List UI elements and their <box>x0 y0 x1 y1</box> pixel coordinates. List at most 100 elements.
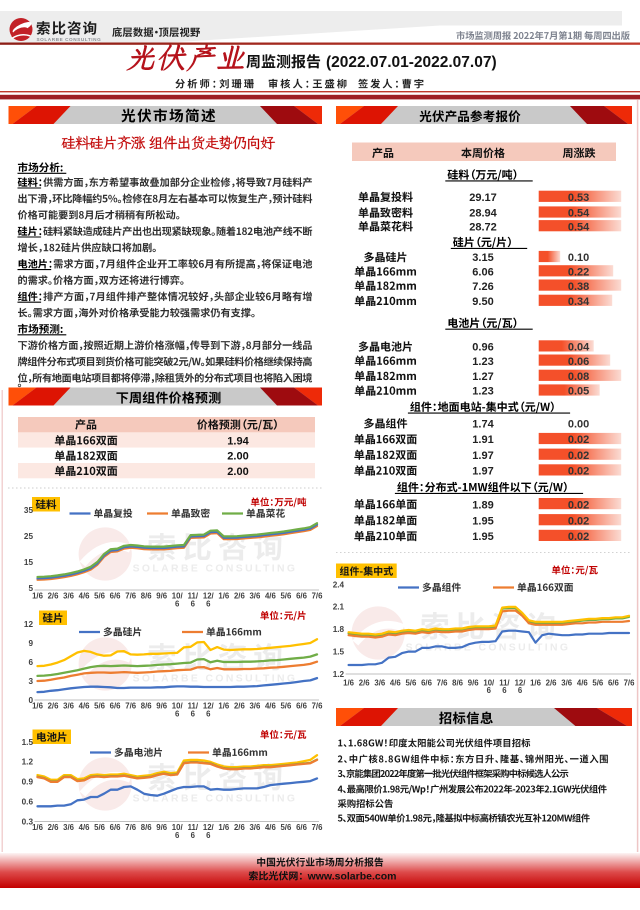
svg-text:9: 9 <box>28 639 33 648</box>
svg-text:0.02: 0.02 <box>568 466 589 478</box>
svg-text:1.2: 1.2 <box>333 670 345 679</box>
svg-text:1/6: 1/6 <box>32 592 44 601</box>
svg-text:4/6: 4/6 <box>390 679 402 688</box>
svg-text:2/6: 2/6 <box>359 679 371 688</box>
svg-text:2/6: 2/6 <box>234 823 246 832</box>
svg-text:35: 35 <box>24 506 34 515</box>
svg-text:11/: 11/ <box>188 702 199 711</box>
svg-text:12/: 12/ <box>515 679 527 688</box>
svg-text:8/6: 8/6 <box>452 679 464 688</box>
svg-text:2/6: 2/6 <box>48 702 60 711</box>
svg-text:8/6: 8/6 <box>141 592 153 601</box>
svg-text:7/6: 7/6 <box>125 823 137 832</box>
svg-text:1.89: 1.89 <box>472 499 493 511</box>
svg-text:6: 6 <box>518 686 523 695</box>
svg-text:10/: 10/ <box>172 592 184 601</box>
svg-text:6/6: 6/6 <box>296 592 308 601</box>
svg-text:1/6: 1/6 <box>32 702 44 711</box>
svg-text:6/6: 6/6 <box>110 702 122 711</box>
svg-text:3: 3 <box>28 677 33 686</box>
svg-text:9/6: 9/6 <box>156 592 168 601</box>
svg-text:12/: 12/ <box>203 702 215 711</box>
svg-text:1.97: 1.97 <box>472 466 493 478</box>
svg-text:7.26: 7.26 <box>472 281 493 293</box>
svg-text:1/6: 1/6 <box>218 592 230 601</box>
svg-text:28.94: 28.94 <box>469 208 497 220</box>
svg-text:0.08: 0.08 <box>568 371 589 383</box>
svg-text:2.4: 2.4 <box>333 580 345 589</box>
svg-text:SOLARBE CONSULTING: SOLARBE CONSULTING <box>133 563 298 574</box>
svg-text:0.22: 0.22 <box>568 267 589 279</box>
svg-text:8/6: 8/6 <box>141 823 153 832</box>
svg-text:2.1: 2.1 <box>333 603 345 612</box>
svg-text:2.00: 2.00 <box>227 466 248 478</box>
svg-text:4/6: 4/6 <box>79 823 91 832</box>
svg-text:4/6: 4/6 <box>265 592 277 601</box>
svg-text:4/6: 4/6 <box>265 702 277 711</box>
svg-text:4/6: 4/6 <box>265 823 277 832</box>
svg-text:7/6: 7/6 <box>312 592 324 601</box>
svg-text:5/6: 5/6 <box>94 823 106 832</box>
svg-text:6: 6 <box>191 600 196 609</box>
svg-text:6: 6 <box>502 686 507 695</box>
svg-text:0.6: 0.6 <box>22 797 34 806</box>
svg-text:SOLARBE CONSULTING: SOLARBE CONSULTING <box>406 642 571 653</box>
svg-text:1.5: 1.5 <box>22 738 34 747</box>
svg-text:12/: 12/ <box>203 592 215 601</box>
svg-text:0.38: 0.38 <box>568 281 589 293</box>
svg-text:6/6: 6/6 <box>110 592 122 601</box>
svg-text:SOLARBE CONSULTING: SOLARBE CONSULTING <box>133 673 298 684</box>
svg-text:1.27: 1.27 <box>472 371 493 383</box>
svg-text:10/: 10/ <box>172 702 184 711</box>
svg-text:0.54: 0.54 <box>568 221 590 233</box>
svg-text:SOLARBE CONSULTING: SOLARBE CONSULTING <box>37 37 102 42</box>
svg-text:5: 5 <box>28 584 33 593</box>
svg-text:0.10: 0.10 <box>568 252 589 264</box>
svg-text:6: 6 <box>28 658 33 667</box>
svg-text:9.50: 9.50 <box>472 296 493 308</box>
svg-text:2/6: 2/6 <box>546 679 558 688</box>
svg-text:1.8: 1.8 <box>333 625 345 634</box>
svg-text:9/6: 9/6 <box>156 823 168 832</box>
svg-text:4/6: 4/6 <box>79 592 91 601</box>
svg-text:0.9: 0.9 <box>22 778 34 787</box>
svg-text:1/6: 1/6 <box>32 823 44 832</box>
svg-text:3/6: 3/6 <box>374 679 386 688</box>
svg-text:6: 6 <box>175 710 180 719</box>
svg-text:1.5: 1.5 <box>333 647 345 656</box>
svg-text:0.54: 0.54 <box>568 208 590 220</box>
svg-text:1/6: 1/6 <box>343 679 355 688</box>
svg-text:28.72: 28.72 <box>469 221 497 233</box>
svg-text:7/6: 7/6 <box>125 592 137 601</box>
svg-text:3/6: 3/6 <box>249 702 261 711</box>
svg-text:7/6: 7/6 <box>437 679 449 688</box>
svg-text:25: 25 <box>24 532 34 541</box>
svg-text:6/6: 6/6 <box>421 679 433 688</box>
svg-text:2.00: 2.00 <box>227 451 248 463</box>
svg-text:7/6: 7/6 <box>624 679 636 688</box>
svg-text:0: 0 <box>28 696 33 705</box>
svg-text:0.02: 0.02 <box>568 499 589 511</box>
svg-text:6: 6 <box>191 831 196 840</box>
svg-text:0.53: 0.53 <box>568 192 589 204</box>
svg-text:5/6: 5/6 <box>280 702 292 711</box>
svg-text:6/6: 6/6 <box>296 702 308 711</box>
svg-text:0.02: 0.02 <box>568 434 589 446</box>
svg-text:0.00: 0.00 <box>568 419 589 431</box>
svg-text:6/6: 6/6 <box>296 823 308 832</box>
svg-text:1.74: 1.74 <box>472 419 494 431</box>
svg-text:6.06: 6.06 <box>472 267 493 279</box>
svg-text:1.95: 1.95 <box>472 515 493 527</box>
svg-text:1/6: 1/6 <box>218 823 230 832</box>
svg-text:0.34: 0.34 <box>568 296 590 308</box>
svg-text:0.05: 0.05 <box>568 386 589 398</box>
svg-text:SOLARBE CONSULTING: SOLARBE CONSULTING <box>133 793 298 804</box>
svg-text:5/6: 5/6 <box>94 592 106 601</box>
svg-text:1.94: 1.94 <box>227 435 249 447</box>
svg-text:11/: 11/ <box>188 592 199 601</box>
svg-text:6: 6 <box>175 600 180 609</box>
svg-text:1/6: 1/6 <box>530 679 542 688</box>
svg-text:0.96: 0.96 <box>472 342 493 354</box>
svg-text:6: 6 <box>191 710 196 719</box>
svg-text:2/6: 2/6 <box>48 592 60 601</box>
